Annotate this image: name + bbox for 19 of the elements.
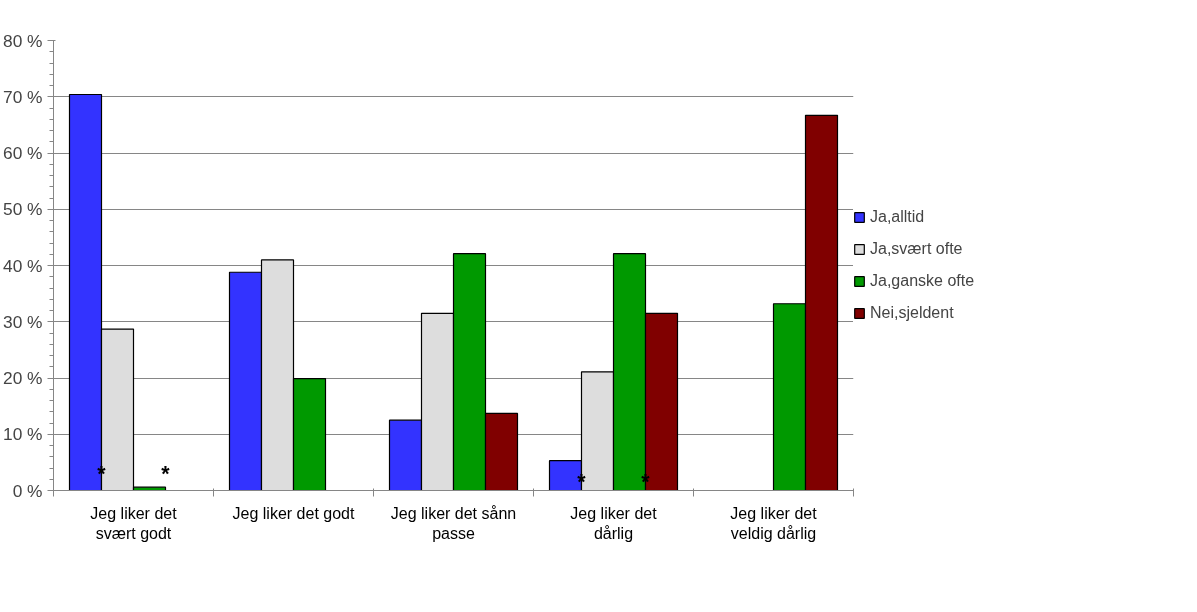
x-tick-label: Jeg liker det dårlig (570, 504, 658, 542)
legend-label: Ja,ganske ofte (870, 272, 975, 290)
x-tick-label: Jeg liker det veldig dårlig (730, 504, 818, 542)
y-tick-label: 40 % (3, 255, 43, 276)
x-tick-label: Jeg liker det sånn passe (390, 504, 517, 542)
y-tick-label: 20 % (3, 368, 43, 388)
y-tick-label: 0 % (12, 480, 43, 501)
y-tick-label: 10 % (3, 424, 43, 445)
legend-label: Nei,sjeldent (870, 304, 954, 322)
annotation: * (161, 461, 171, 486)
y-tick-label: 60 % (3, 143, 43, 163)
y-tick-label: 50 % (3, 199, 43, 220)
y-tick-label: 80 % (3, 30, 43, 51)
y-tick-label: 30 % (3, 311, 43, 332)
x-tick-label: Jeg liker det svært godt (90, 504, 178, 542)
x-tick-label: Jeg liker det godt (232, 504, 355, 522)
y-tick-label: 70 % (3, 86, 43, 107)
legend-label: Ja,alltid (870, 208, 925, 226)
legend-label: Ja,svært ofte (870, 240, 963, 258)
